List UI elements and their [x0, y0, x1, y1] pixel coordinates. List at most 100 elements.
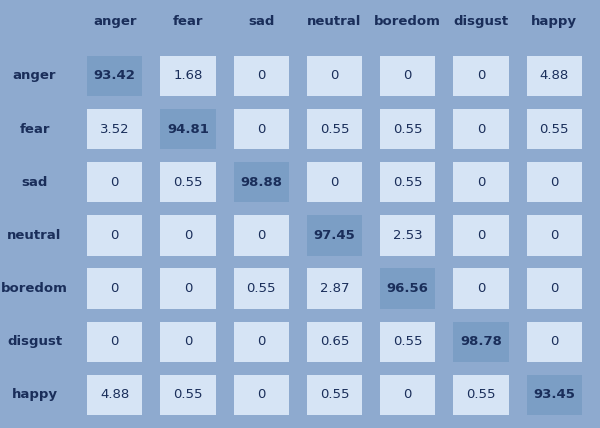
Bar [307, 56, 362, 96]
Text: 0.55: 0.55 [393, 335, 422, 348]
Text: 0.55: 0.55 [320, 389, 349, 401]
Bar [380, 268, 436, 309]
Text: 0: 0 [550, 229, 559, 242]
Text: 93.45: 93.45 [533, 389, 575, 401]
Text: 0: 0 [184, 335, 192, 348]
Bar [527, 109, 582, 149]
Text: 0: 0 [110, 229, 119, 242]
Text: 4.88: 4.88 [540, 69, 569, 82]
Bar [233, 215, 289, 256]
Text: 0: 0 [257, 389, 265, 401]
Text: 0: 0 [110, 282, 119, 295]
Text: anger: anger [13, 69, 56, 82]
Text: 0.55: 0.55 [539, 122, 569, 136]
Text: anger: anger [93, 15, 136, 28]
Bar [380, 321, 436, 362]
Bar [307, 162, 362, 202]
Bar [160, 162, 215, 202]
Bar [454, 321, 509, 362]
Text: 1.68: 1.68 [173, 69, 203, 82]
Text: 0: 0 [404, 69, 412, 82]
Bar [380, 215, 436, 256]
Text: 0: 0 [331, 176, 338, 189]
Bar [87, 321, 142, 362]
Text: 97.45: 97.45 [314, 229, 355, 242]
Bar [160, 215, 215, 256]
Text: 4.88: 4.88 [100, 389, 129, 401]
Text: 0.55: 0.55 [247, 282, 276, 295]
Text: 0: 0 [184, 282, 192, 295]
Bar [380, 162, 436, 202]
Bar [527, 215, 582, 256]
Text: 93.42: 93.42 [94, 69, 136, 82]
Text: 0: 0 [184, 229, 192, 242]
Text: sad: sad [248, 15, 274, 28]
Bar [307, 215, 362, 256]
Bar [233, 56, 289, 96]
Text: 0: 0 [257, 69, 265, 82]
Text: 0: 0 [550, 176, 559, 189]
Bar [160, 109, 215, 149]
Bar [527, 56, 582, 96]
Bar [160, 56, 215, 96]
Bar [527, 321, 582, 362]
Text: neutral: neutral [7, 229, 62, 242]
Text: boredom: boredom [374, 15, 441, 28]
Text: 0: 0 [477, 176, 485, 189]
Bar [307, 109, 362, 149]
Text: 98.78: 98.78 [460, 335, 502, 348]
Bar [233, 109, 289, 149]
Text: disgust: disgust [7, 335, 62, 348]
Text: 0: 0 [257, 229, 265, 242]
Text: 0.65: 0.65 [320, 335, 349, 348]
Text: 0: 0 [257, 335, 265, 348]
Text: 0.55: 0.55 [393, 122, 422, 136]
Text: happy: happy [11, 389, 58, 401]
Text: fear: fear [173, 15, 203, 28]
Bar [233, 375, 289, 415]
Text: 0: 0 [477, 69, 485, 82]
Text: 0: 0 [477, 229, 485, 242]
Bar [454, 56, 509, 96]
Bar [87, 375, 142, 415]
Bar [380, 375, 436, 415]
Bar [307, 268, 362, 309]
Text: 98.88: 98.88 [240, 176, 282, 189]
Bar [307, 375, 362, 415]
Bar [380, 109, 436, 149]
Text: 0: 0 [331, 69, 338, 82]
Bar [454, 375, 509, 415]
Text: 0.55: 0.55 [393, 176, 422, 189]
Bar [527, 162, 582, 202]
Text: 94.81: 94.81 [167, 122, 209, 136]
Text: 0.55: 0.55 [173, 176, 203, 189]
Text: disgust: disgust [454, 15, 509, 28]
Bar [527, 268, 582, 309]
Text: 96.56: 96.56 [387, 282, 429, 295]
Text: happy: happy [532, 15, 577, 28]
Bar [454, 268, 509, 309]
Text: sad: sad [22, 176, 47, 189]
Bar [87, 56, 142, 96]
Bar [233, 162, 289, 202]
Text: boredom: boredom [1, 282, 68, 295]
Text: 2.53: 2.53 [393, 229, 422, 242]
Text: 0: 0 [550, 282, 559, 295]
Bar [527, 375, 582, 415]
Text: 0: 0 [404, 389, 412, 401]
Bar [160, 268, 215, 309]
Text: fear: fear [19, 122, 50, 136]
Text: 0: 0 [477, 282, 485, 295]
Text: 0: 0 [550, 335, 559, 348]
Bar [87, 268, 142, 309]
Bar [454, 109, 509, 149]
Text: 2.87: 2.87 [320, 282, 349, 295]
Text: 0.55: 0.55 [320, 122, 349, 136]
Bar [160, 375, 215, 415]
Bar [233, 321, 289, 362]
Text: neutral: neutral [307, 15, 362, 28]
Text: 0: 0 [110, 335, 119, 348]
Bar [454, 215, 509, 256]
Bar [307, 321, 362, 362]
Bar [87, 215, 142, 256]
